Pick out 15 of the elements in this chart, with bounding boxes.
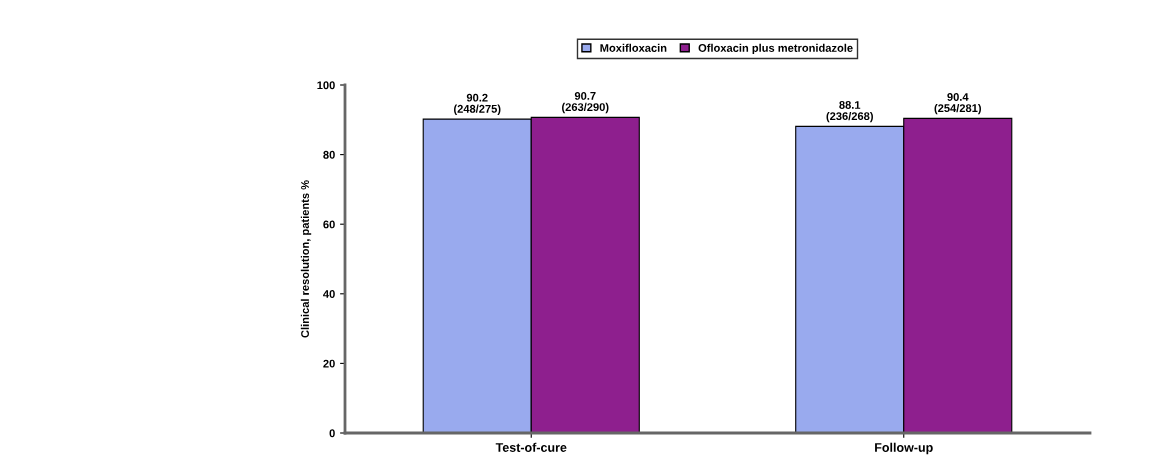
y-tick-label: 20 xyxy=(323,359,335,368)
legend-label: Moxifloxacin xyxy=(600,43,667,52)
x-tick-label: Follow-up xyxy=(875,442,933,455)
data-label: 88.1 (236/268) xyxy=(826,101,873,123)
data-label: 90.7 (263/290) xyxy=(562,91,609,114)
x-tick-label: Test-of-cure xyxy=(495,442,567,452)
data-label: 90.2 (248/275) xyxy=(454,93,501,115)
y-tick-label: 60 xyxy=(323,220,335,229)
data-label: 90.4 (254/281) xyxy=(934,93,981,115)
y-tick-label: 80 xyxy=(323,150,335,159)
y-tick-label: 100 xyxy=(317,81,335,90)
y-axis-title: Clinical resolution, patients % xyxy=(300,180,312,338)
legend-label: Ofloxacin plus metronidazole xyxy=(698,43,853,55)
y-tick-label: 0 xyxy=(329,429,335,438)
y-tick-label: 40 xyxy=(323,290,335,298)
